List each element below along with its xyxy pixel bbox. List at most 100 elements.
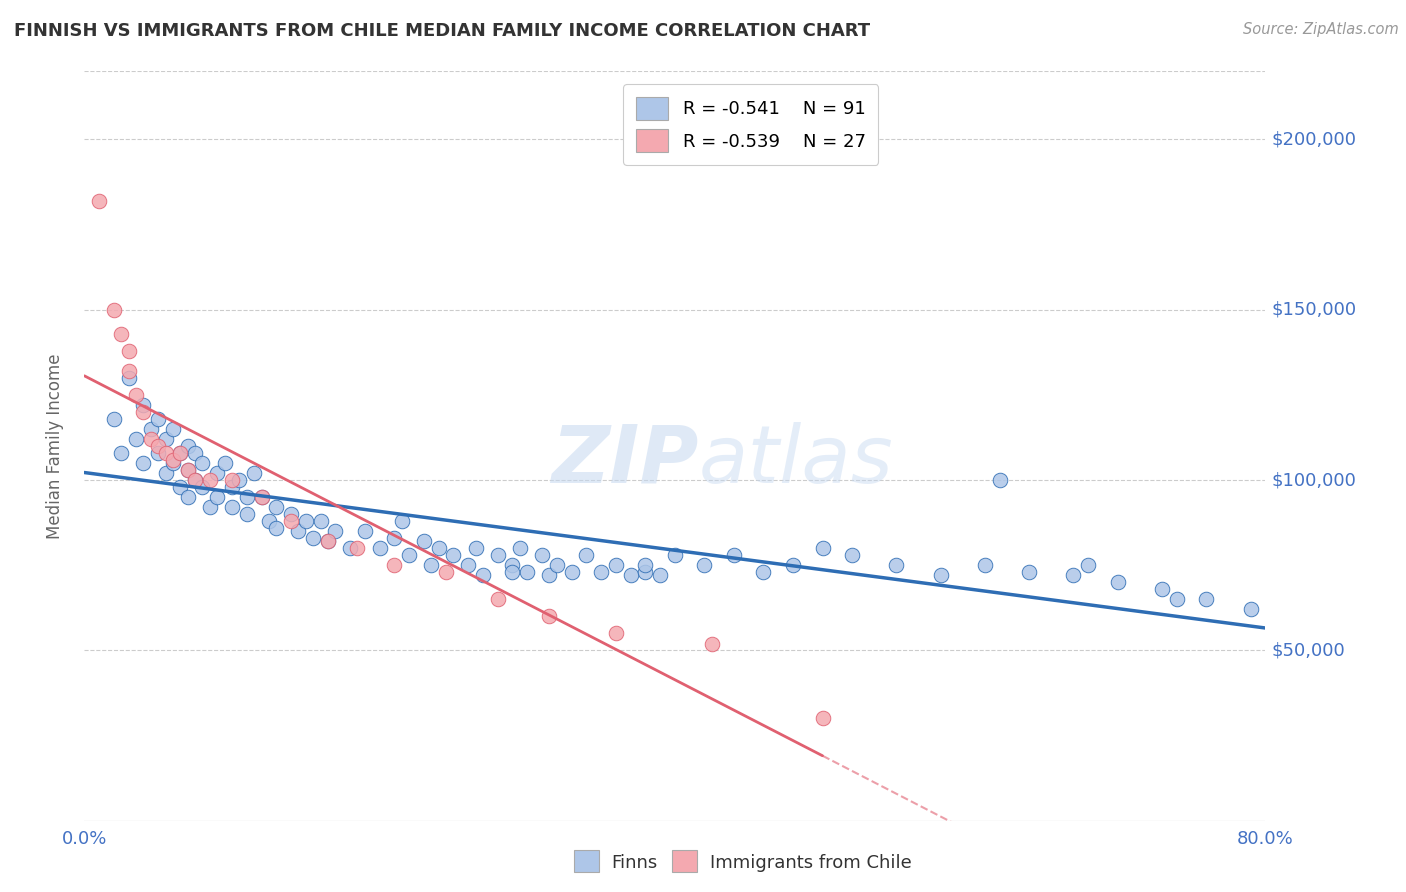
Point xyxy=(398,548,420,562)
Point xyxy=(177,439,200,453)
Point xyxy=(339,541,361,556)
Point xyxy=(177,463,200,477)
Point xyxy=(132,398,155,412)
Point xyxy=(184,473,207,487)
Point xyxy=(391,514,413,528)
Point xyxy=(162,422,184,436)
Point xyxy=(103,302,125,317)
Point xyxy=(531,548,554,562)
Point xyxy=(184,446,207,460)
Point xyxy=(198,500,221,515)
Point xyxy=(501,565,523,579)
Point xyxy=(118,343,141,358)
Point xyxy=(664,548,686,562)
Legend: R = -0.541    N = 91, R = -0.539    N = 27: R = -0.541 N = 91, R = -0.539 N = 27 xyxy=(623,84,879,165)
Point xyxy=(974,558,997,573)
Point xyxy=(221,480,243,494)
Point xyxy=(177,463,200,477)
Point xyxy=(811,541,834,556)
Point xyxy=(382,531,406,545)
Text: atlas: atlas xyxy=(699,422,893,500)
Point xyxy=(191,480,214,494)
Point xyxy=(561,565,583,579)
Point xyxy=(1063,568,1085,582)
Point xyxy=(464,541,486,556)
Point xyxy=(110,446,132,460)
Point xyxy=(1107,575,1129,590)
Point xyxy=(634,565,657,579)
Point xyxy=(221,500,243,515)
Point xyxy=(169,446,191,460)
Point xyxy=(605,626,627,640)
Text: FINNISH VS IMMIGRANTS FROM CHILE MEDIAN FAMILY INCOME CORRELATION CHART: FINNISH VS IMMIGRANTS FROM CHILE MEDIAN … xyxy=(14,22,870,40)
Point xyxy=(250,490,273,504)
Point xyxy=(287,524,309,538)
Point xyxy=(575,548,598,562)
Point xyxy=(257,514,280,528)
Point xyxy=(354,524,377,538)
Point xyxy=(538,568,561,582)
Point xyxy=(472,568,495,582)
Point xyxy=(620,568,643,582)
Point xyxy=(457,558,479,573)
Text: Finns: Finns xyxy=(612,855,658,872)
Point xyxy=(280,507,302,521)
Point xyxy=(155,446,177,460)
Point xyxy=(148,439,170,453)
Point xyxy=(236,490,259,504)
Point xyxy=(139,422,162,436)
Point xyxy=(198,473,221,487)
Point xyxy=(841,548,863,562)
Point xyxy=(811,711,834,725)
Point xyxy=(316,534,339,549)
Point xyxy=(346,541,368,556)
Text: $100,000: $100,000 xyxy=(1271,471,1357,489)
Point xyxy=(207,467,229,481)
Point xyxy=(155,467,177,481)
Point xyxy=(169,480,191,494)
Point xyxy=(155,432,177,446)
Point xyxy=(693,558,716,573)
Point xyxy=(148,411,170,425)
Point xyxy=(132,405,155,419)
Point xyxy=(501,558,523,573)
Point xyxy=(427,541,450,556)
Point xyxy=(316,534,339,549)
Point xyxy=(110,326,132,341)
Point xyxy=(243,467,266,481)
Point xyxy=(486,592,509,607)
Point xyxy=(266,500,288,515)
Point xyxy=(443,548,465,562)
Point xyxy=(605,558,627,573)
Point xyxy=(302,531,325,545)
Point xyxy=(546,558,568,573)
Point xyxy=(236,507,259,521)
Point xyxy=(162,456,184,470)
Point xyxy=(184,473,207,487)
Point xyxy=(1150,582,1173,596)
Point xyxy=(169,446,191,460)
Point xyxy=(1195,592,1218,607)
Point xyxy=(420,558,443,573)
Point xyxy=(538,609,561,624)
Text: $50,000: $50,000 xyxy=(1271,641,1346,659)
Text: ZIP: ZIP xyxy=(551,422,699,500)
Point xyxy=(782,558,804,573)
Text: $200,000: $200,000 xyxy=(1271,130,1357,148)
Point xyxy=(382,558,406,573)
Point xyxy=(929,568,952,582)
Point xyxy=(413,534,436,549)
Point xyxy=(148,446,170,460)
Point xyxy=(650,568,672,582)
Point xyxy=(1166,592,1188,607)
Point xyxy=(87,194,111,208)
Point xyxy=(207,490,229,504)
Point xyxy=(125,388,148,402)
Point xyxy=(295,514,318,528)
Point xyxy=(221,473,243,487)
Text: $150,000: $150,000 xyxy=(1271,301,1357,318)
Point xyxy=(250,490,273,504)
Point xyxy=(486,548,509,562)
Point xyxy=(368,541,391,556)
Point xyxy=(1240,602,1263,616)
